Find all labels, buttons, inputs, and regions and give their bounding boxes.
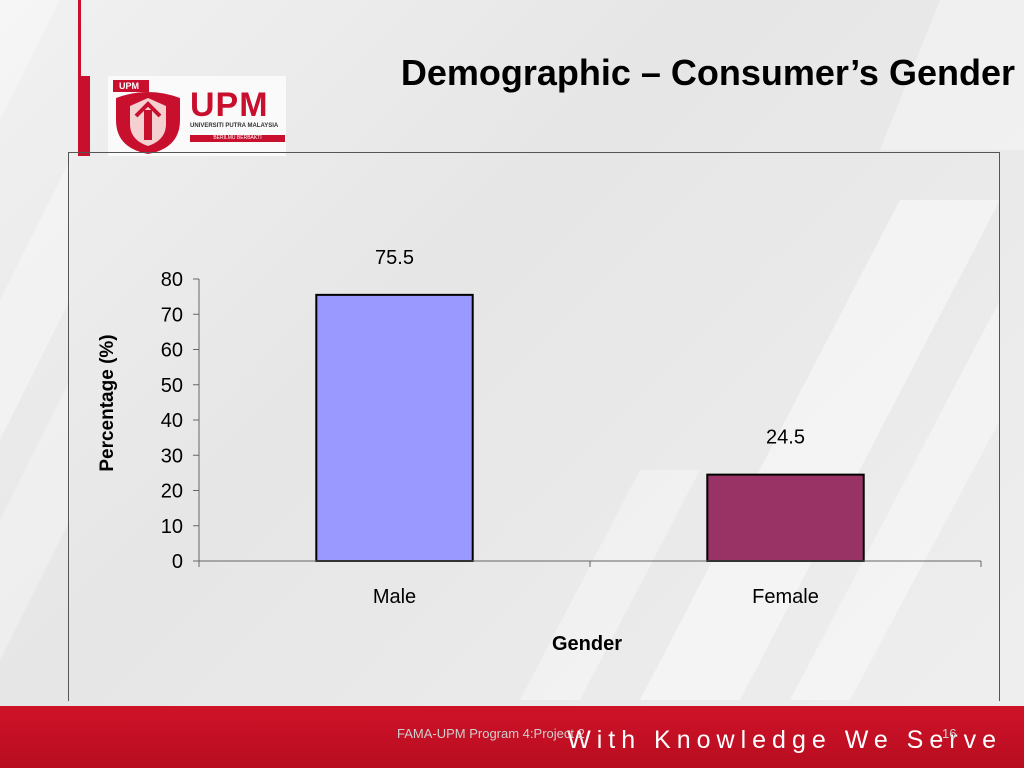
y-tick-label: 80 (161, 269, 183, 291)
footer-note: FAMA-UPM Program 4:Project 2 (397, 726, 585, 741)
y-tick-label: 30 (161, 445, 183, 467)
x-tick-label: Male (373, 586, 416, 608)
y-tick-label: 50 (161, 375, 183, 397)
bar-chart: 0 10 20 30 40 50 60 70 80 75.5 24.5 Male Female Ge… (97, 247, 982, 655)
red-accent-bar (78, 0, 81, 76)
footer-bar: With Knowledge We Serve FAMA-UPM Program… (0, 706, 1024, 768)
y-tick-label: 70 (161, 304, 183, 326)
bar-female (706, 473, 865, 563)
y-tick-label: 20 (161, 481, 183, 503)
logo-seal-label: UPM (116, 81, 142, 92)
logo-tagline: BERILMU BERBAKTI (190, 135, 285, 142)
footer-motto: With Knowledge We Serve (567, 726, 1002, 754)
upm-logo: UPM UPM UNIVERSITI PUTRA MALAYSIA BERILM… (108, 76, 286, 156)
x-axis: Male Female (198, 560, 982, 608)
x-tick-label: Female (752, 586, 819, 608)
y-tick-label: 60 (161, 340, 183, 362)
y-axis: 0 10 20 30 40 50 60 70 80 (161, 269, 200, 573)
logo-wordmark: UPM (190, 86, 269, 124)
x-axis-title: Gender (552, 633, 622, 655)
y-tick-label: 40 (161, 410, 183, 432)
data-label: 24.5 (766, 427, 805, 449)
red-accent-block (78, 76, 90, 156)
chart-frame: 0 10 20 30 40 50 60 70 80 75.5 24.5 Male Female Ge… (68, 152, 1000, 701)
y-tick-label: 10 (161, 516, 183, 538)
upm-seal-icon (113, 80, 180, 154)
bars: 75.5 24.5 (315, 247, 865, 563)
logo-subtitle: UNIVERSITI PUTRA MALAYSIA (190, 123, 279, 129)
bar-male (315, 293, 474, 563)
data-label: 75.5 (375, 247, 414, 269)
y-tick-label: 0 (172, 551, 183, 573)
y-axis-title: Percentage (%) (97, 334, 118, 471)
slide-number: 16 (942, 726, 957, 741)
slide-title: Demographic – Consumer’s Gender (400, 52, 1015, 93)
